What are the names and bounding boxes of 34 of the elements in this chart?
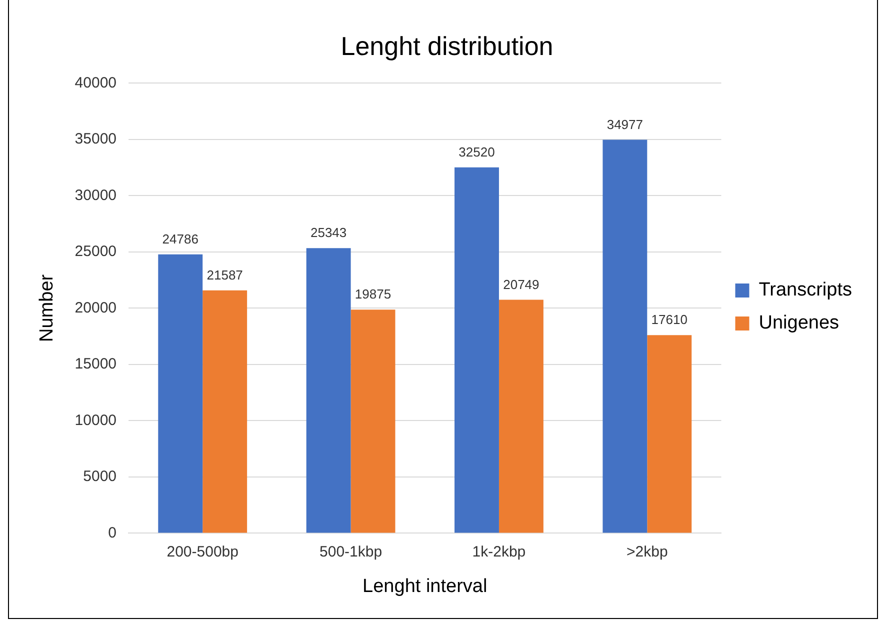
legend-label: Unigenes	[758, 312, 840, 334]
y-tick-label: 25000	[74, 243, 117, 260]
y-tick-label: 0	[108, 524, 117, 542]
y-tick-label: 10000	[74, 412, 117, 429]
legend-label: Transcripts	[758, 280, 852, 301]
data-label: 25343	[310, 225, 347, 240]
bar	[498, 300, 544, 533]
y-tick-label: 30000	[74, 186, 117, 204]
y-tick-label: 20000	[74, 299, 117, 316]
bar	[647, 335, 692, 533]
y-tick-label: 35000	[74, 130, 117, 148]
bar	[454, 167, 499, 533]
data-label: 19875	[354, 286, 392, 302]
x-axis-title: Lenght interval	[362, 576, 488, 597]
data-label: 34977	[606, 116, 644, 132]
data-label: 17610	[651, 312, 688, 328]
chart-title: Lenght distribution	[340, 30, 554, 61]
y-axis-title: Number	[36, 274, 58, 342]
bar	[158, 254, 203, 533]
bar	[202, 290, 248, 533]
bar	[306, 248, 351, 533]
x-tick-label: >2kbp	[626, 543, 668, 560]
x-tick-label: 1k-2kbp	[472, 543, 526, 560]
data-label: 32520	[458, 144, 495, 160]
x-tick-label: 200-500bp	[166, 543, 238, 560]
data-label: 24786	[162, 231, 198, 246]
x-tick-label: 500-1kbp	[320, 543, 382, 560]
y-tick-label: 5000	[83, 468, 117, 486]
y-tick-label: 40000	[74, 74, 117, 92]
bar	[602, 140, 648, 533]
data-label: 21587	[206, 267, 243, 282]
bar	[350, 310, 396, 533]
data-label: 20749	[503, 276, 540, 292]
y-tick-label: 15000	[74, 356, 117, 373]
